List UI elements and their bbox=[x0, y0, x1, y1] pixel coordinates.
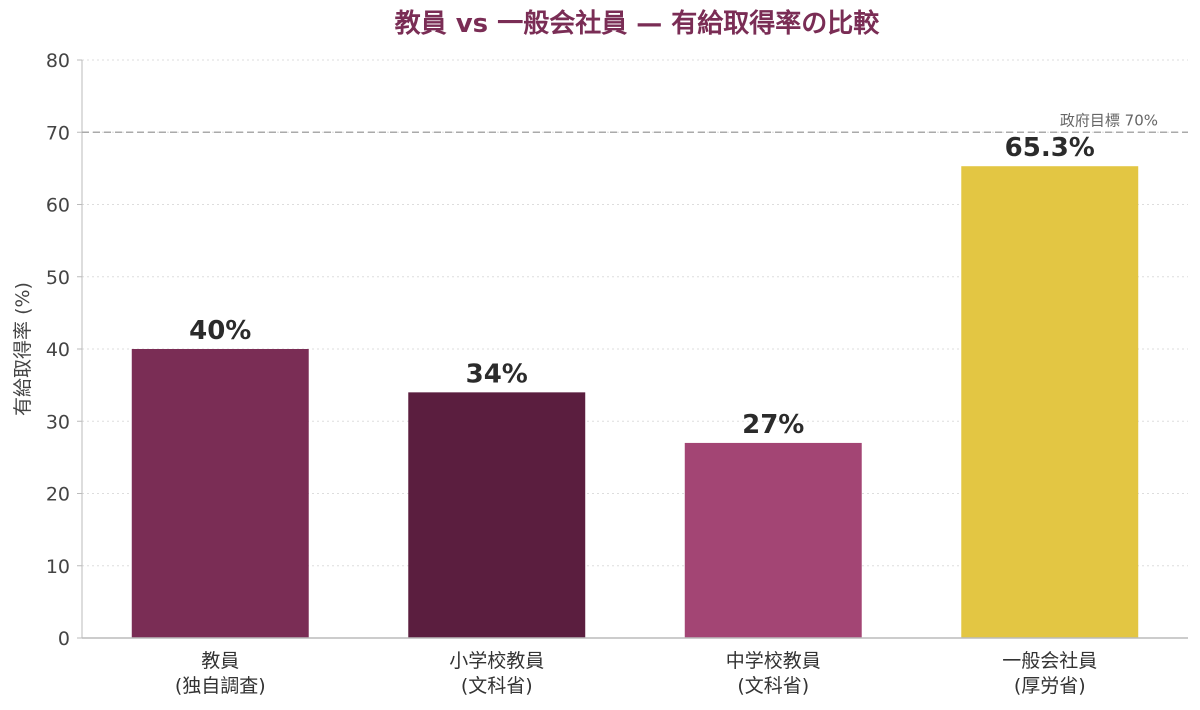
bar bbox=[961, 166, 1139, 638]
bar-value-label: 34% bbox=[466, 359, 528, 389]
y-tick-label: 60 bbox=[46, 195, 70, 217]
bar bbox=[684, 442, 862, 638]
y-tick-label: 80 bbox=[46, 50, 70, 72]
bars: 40% 34% 27% 65.3% bbox=[131, 133, 1139, 638]
x-tick-label: (厚労省) bbox=[1014, 675, 1086, 697]
bar-value-label: 40% bbox=[189, 316, 251, 346]
x-tick-label: 中学校教員 bbox=[726, 650, 821, 672]
y-axis-title: 有給取得率 (%) bbox=[12, 282, 34, 416]
y-axis: 0 10 20 30 40 50 60 70 80 bbox=[46, 50, 83, 650]
y-tick-label: 10 bbox=[46, 556, 70, 578]
y-tick-label: 0 bbox=[58, 628, 70, 650]
y-tick-label: 20 bbox=[46, 484, 70, 506]
y-tick-label: 50 bbox=[46, 267, 70, 289]
y-tick-label: 70 bbox=[46, 122, 70, 144]
reference-line: 政府目標 70% bbox=[82, 111, 1188, 133]
bar-value-label: 27% bbox=[742, 410, 804, 440]
reference-line-label: 政府目標 70% bbox=[1060, 111, 1158, 129]
chart-title: 教員 vs 一般会社員 — 有給取得率の比較 bbox=[395, 8, 881, 39]
y-tick-label: 40 bbox=[46, 339, 70, 361]
x-tick-label: (文科省) bbox=[737, 675, 809, 697]
x-axis: 教員 (独自調査) 小学校教員 (文科省) 中学校教員 (文科省) 一般会社員 (厚労省) bbox=[82, 637, 1188, 697]
bar bbox=[408, 392, 586, 638]
bar-value-label: 65.3% bbox=[1005, 133, 1095, 163]
x-tick-label: (独自調査) bbox=[175, 675, 266, 697]
x-tick-label: 一般会社員 bbox=[1002, 650, 1097, 672]
y-tick-label: 30 bbox=[46, 411, 70, 433]
x-tick-label: (文科省) bbox=[461, 675, 533, 697]
x-tick-label: 教員 bbox=[201, 650, 239, 672]
x-tick-label: 小学校教員 bbox=[449, 650, 544, 672]
bar bbox=[131, 349, 309, 638]
